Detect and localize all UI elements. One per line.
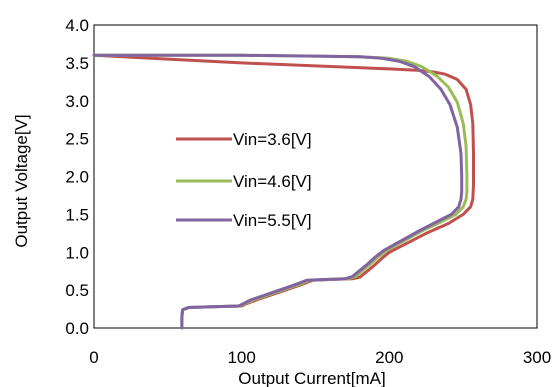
plot-frame [93, 24, 538, 329]
legend-label-3: Vin=5.5[V] [233, 211, 312, 230]
x-axis-ticks: 0 100 200 300 [89, 348, 551, 367]
legend-label-2: Vin=4.6[V] [233, 172, 312, 191]
x-tick-label: 200 [375, 348, 403, 367]
y-tick-label: 1.5 [65, 205, 89, 224]
y-tick-label: 3.5 [65, 54, 89, 73]
y-tick-label: 3.0 [65, 92, 89, 111]
legend: Vin=3.6[V] Vin=4.6[V] Vin=5.5[V] [176, 130, 312, 230]
y-tick-label: 2.5 [65, 130, 89, 149]
y-tick-label: 2.0 [65, 168, 89, 187]
y-axis-ticks: 0.0 0.5 1.0 1.5 2.0 2.5 3.0 3.5 4.0 [65, 16, 89, 338]
y-axis-title: Output Voltage[V] [12, 114, 31, 247]
y-tick-label: 0.5 [65, 281, 89, 300]
x-tick-label: 300 [523, 348, 551, 367]
y-tick-label: 1.0 [65, 243, 89, 262]
x-tick-label: 0 [89, 348, 98, 367]
plot-area [92, 24, 538, 330]
x-tick-label: 100 [227, 348, 255, 367]
y-tick-label: 4.0 [65, 16, 89, 35]
x-axis-title: Output Current[mA] [238, 369, 385, 387]
legend-label-1: Vin=3.6[V] [233, 130, 312, 149]
series-line-3 [92, 53, 464, 330]
y-tick-label: 0.0 [65, 319, 89, 338]
